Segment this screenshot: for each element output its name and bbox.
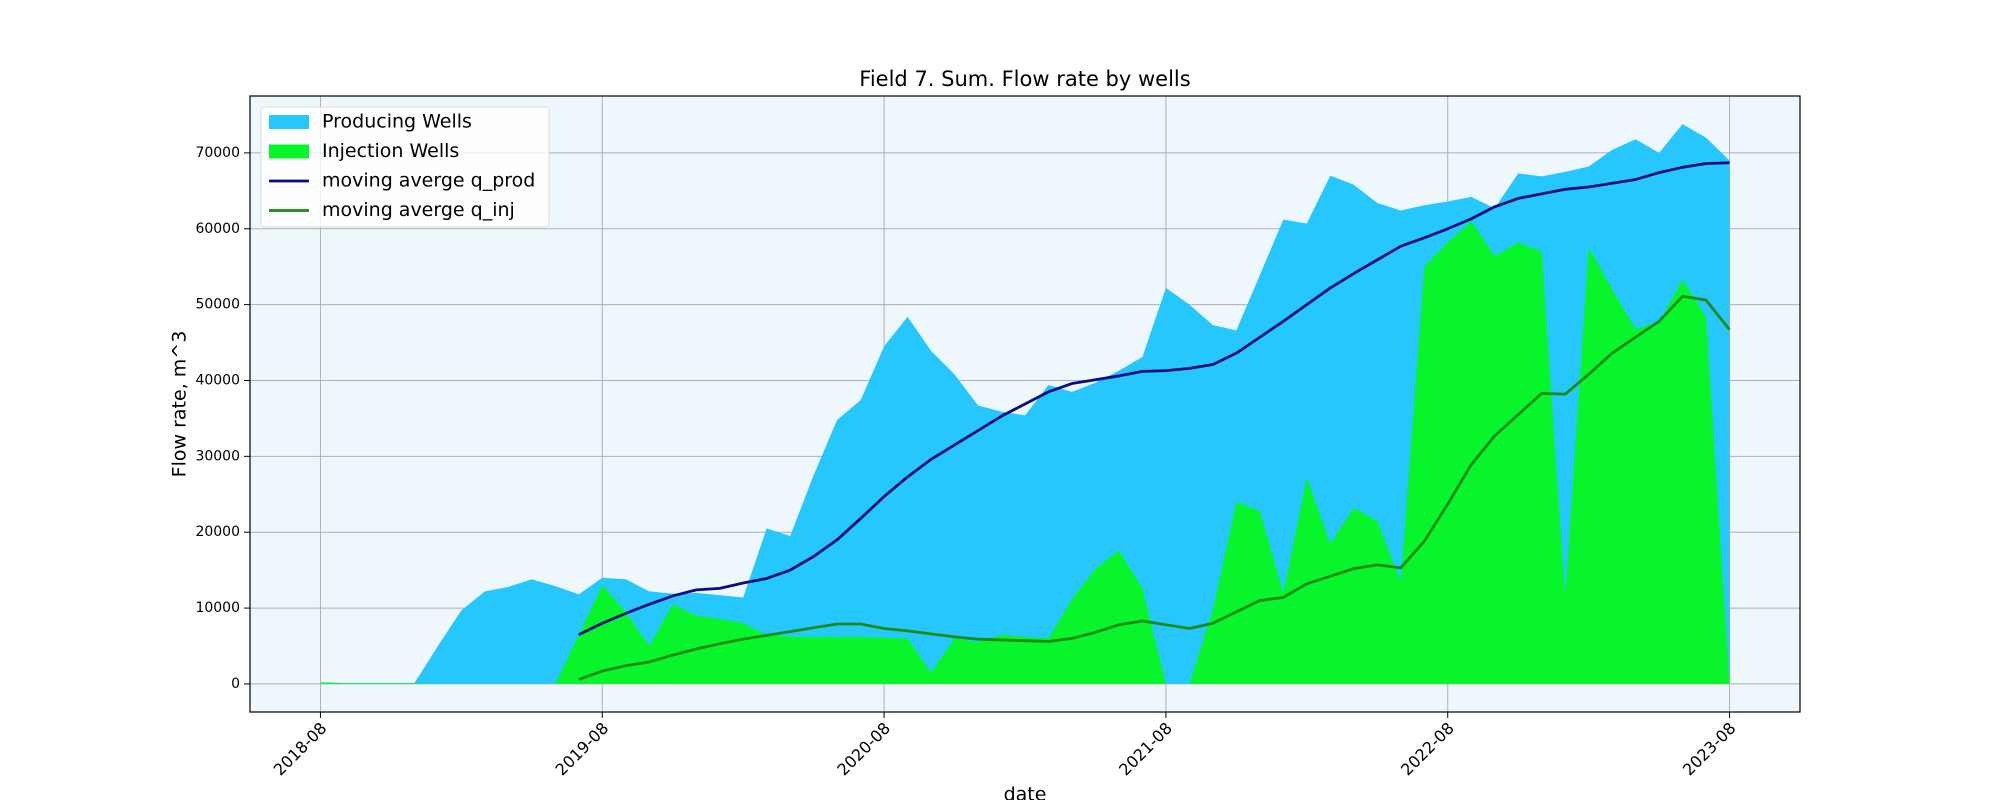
y-tick-label: 50000	[195, 297, 240, 313]
y-tick-label: 0	[231, 676, 240, 692]
x-tick-label: 2020-08	[833, 719, 894, 780]
y-tick-label: 10000	[195, 600, 240, 616]
x-tick-label: 2018-08	[270, 719, 331, 780]
x-tick-label: 2022-08	[1397, 719, 1458, 780]
y-tick-label: 70000	[195, 145, 240, 161]
chart-title: Field 7. Sum. Flow rate by wells	[859, 67, 1190, 91]
legend-swatch	[269, 115, 309, 129]
line	[578, 294, 1731, 681]
legend-label: Producing Wells	[322, 111, 472, 133]
x-tick-label: 2021-08	[1115, 719, 1176, 780]
line	[578, 161, 1730, 636]
y-tick-label: 40000	[195, 372, 240, 388]
axes-frame	[249, 95, 1801, 713]
area	[320, 221, 1730, 684]
x-tick-label: 2019-08	[552, 719, 613, 780]
x-axis-label: date	[1004, 784, 1047, 800]
y-tick-label: 60000	[195, 221, 240, 237]
y-axis-label: Flow rate, m^3	[169, 331, 191, 478]
legend-swatch	[269, 144, 309, 159]
y-tick-label: 30000	[195, 448, 240, 464]
legend-box	[260, 106, 550, 228]
marks	[320, 124, 1731, 684]
legend: Producing Wells Injection Wells moving ave…	[260, 106, 550, 228]
legend-label: moving averge q_inj	[322, 199, 515, 221]
legend-label: moving averge q_prod	[322, 170, 535, 192]
legend-label: Injection Wells	[322, 140, 459, 162]
y-tick-label: 20000	[195, 524, 240, 540]
x-tick-label: 2023-08	[1679, 719, 1740, 780]
